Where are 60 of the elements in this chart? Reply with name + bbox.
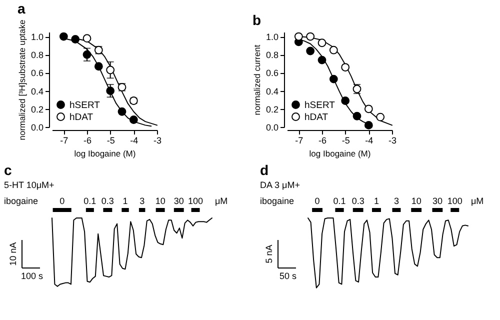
x-tick-label: -7 <box>60 136 68 146</box>
text: 10 nA <box>8 242 18 266</box>
text: 0.3 <box>101 196 114 206</box>
chart-title: c <box>4 162 12 178</box>
y-tick-label: 1.0 <box>266 32 278 42</box>
x-tick-label: -5 <box>342 136 350 146</box>
text: 10 <box>155 196 166 206</box>
y-axis-title: normalized current <box>252 44 262 116</box>
y-tick-label: 0.6 <box>266 68 278 78</box>
y-tick-label: 0.8 <box>266 50 278 60</box>
text: 5-HT 10μM+ <box>4 180 54 190</box>
legend-label: hDAT <box>70 112 94 123</box>
x-tick-label: -6 <box>318 136 327 146</box>
y-tick-label: 0.4 <box>266 86 278 96</box>
text: 0.1 <box>333 196 346 206</box>
text: 3 <box>140 196 145 206</box>
x-tick-label: -5 <box>106 136 115 146</box>
text: DA 3 μM+ <box>260 180 300 190</box>
text: 50 s <box>279 271 298 281</box>
x-tick-label: -4 <box>365 136 374 146</box>
text: 1 <box>122 196 128 206</box>
text: 100 <box>188 196 204 206</box>
text: 0.3 <box>352 196 364 206</box>
legend-label: hSERT <box>304 100 336 111</box>
y-axis-title: normalized [³H]substrate uptake <box>16 19 27 140</box>
text: 0.1 <box>84 196 96 206</box>
y-tick-label: 0.2 <box>30 104 44 114</box>
y-tick-label: 0.0 <box>30 122 44 132</box>
x-tick-label: -3 <box>388 136 397 146</box>
text: 30 <box>174 196 184 206</box>
x-tick-label: -7 <box>295 136 304 146</box>
legend-label: hSERT <box>70 100 100 111</box>
x-tick-label: -4 <box>130 136 138 146</box>
y-tick-label: 0.4 <box>30 86 44 96</box>
y-tick-label: 0.2 <box>266 104 278 114</box>
text: 3 <box>394 196 399 206</box>
text: ibogaine <box>260 196 294 206</box>
text: ibogaine <box>4 196 38 206</box>
text: 10 <box>411 196 422 206</box>
text: 100 <box>447 196 462 206</box>
chart-title: b <box>252 12 262 28</box>
legend-label: hDAT <box>304 112 328 123</box>
text: 100 s <box>20 271 44 281</box>
y-tick-label: 0.6 <box>30 68 44 78</box>
x-axis-title: log Ibogaine (M) <box>309 148 371 158</box>
text: 5 nA <box>264 244 274 264</box>
x-tick-label: -6 <box>83 136 92 146</box>
text: μM <box>215 196 228 206</box>
chart-title: d <box>260 162 269 178</box>
text: 0 <box>314 196 320 206</box>
chart-title: a <box>17 0 26 16</box>
text: μM <box>471 196 484 206</box>
text: 1 <box>374 196 379 206</box>
y-tick-label: 1.0 <box>30 32 44 42</box>
text: 30 <box>432 196 442 206</box>
y-tick-label: 0.0 <box>266 122 278 132</box>
text: 0 <box>60 196 65 206</box>
y-tick-label: 0.8 <box>30 50 44 60</box>
x-axis-title: log Ibogaine (M) <box>74 148 136 158</box>
x-tick-label: -3 <box>153 136 162 146</box>
